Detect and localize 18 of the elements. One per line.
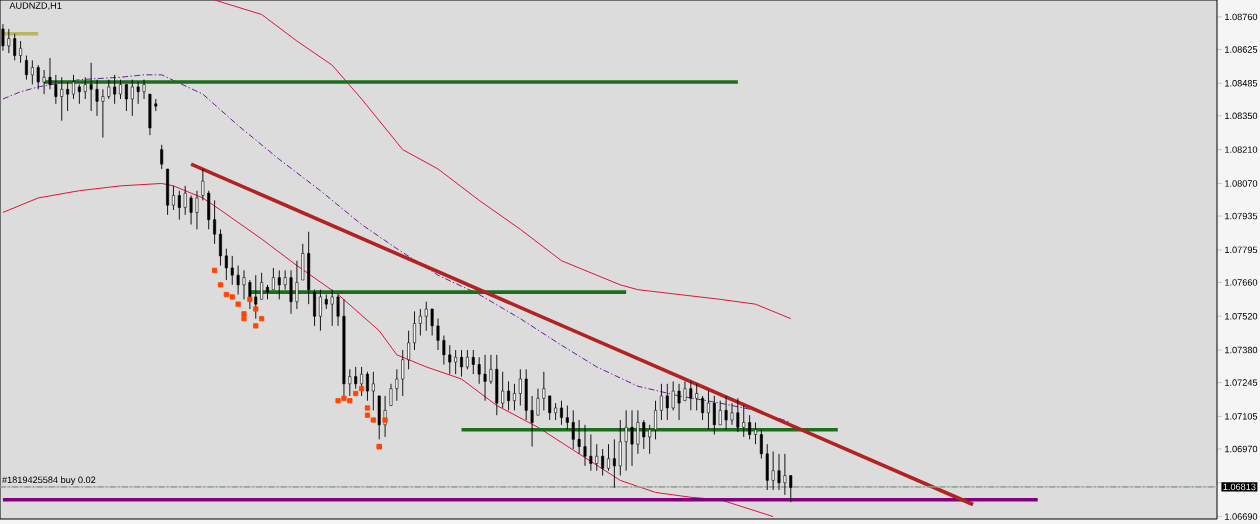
- y-tick-label: 1.07245: [1225, 379, 1258, 386]
- y-tick-label: 1.07380: [1225, 346, 1258, 354]
- y-tick-label: 1.06970: [1225, 445, 1258, 453]
- y-tick-label: 1.08625: [1225, 46, 1258, 53]
- y-tick-label: 1.08210: [1225, 146, 1258, 153]
- y-tick-label: 1.07660: [1225, 279, 1258, 286]
- y-tick-label: 1.08350: [1225, 112, 1258, 120]
- ref-line-label: #1819425584 buy 0.02: [2, 476, 96, 485]
- y-tick-label: 1.06690: [1225, 513, 1258, 520]
- y-tick-label: 1.08760: [1225, 13, 1258, 21]
- y-tick-label: 1.08485: [1225, 80, 1258, 87]
- y-tick-label: 1.07795: [1225, 246, 1258, 254]
- y-tick-label: 1.08070: [1225, 180, 1258, 187]
- ref-line-label: 1.06813: [1223, 483, 1256, 491]
- chart-title: AUDNZD,H1: [9, 2, 62, 10]
- y-tick-label: 1.07520: [1225, 312, 1258, 320]
- y-tick-label: 1.07935: [1225, 212, 1258, 220]
- y-tick-label: 1.07105: [1225, 413, 1258, 420]
